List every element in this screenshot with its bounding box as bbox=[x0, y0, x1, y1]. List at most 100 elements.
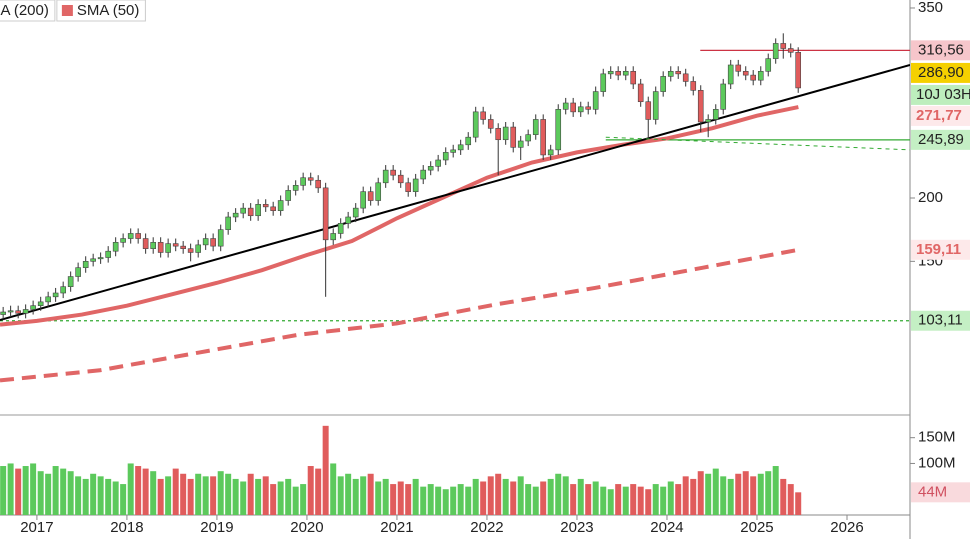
volume-bar bbox=[547, 478, 554, 515]
candle-body bbox=[562, 102, 569, 110]
volume-bar bbox=[165, 476, 172, 515]
volume-bar bbox=[105, 478, 112, 515]
candle-body bbox=[367, 191, 374, 201]
candle-body bbox=[742, 71, 749, 76]
legend-label: SMA (200) bbox=[0, 2, 49, 19]
candle-body bbox=[172, 243, 179, 247]
volume-bar bbox=[795, 492, 802, 515]
candle-body bbox=[112, 242, 119, 252]
candle-body bbox=[757, 71, 764, 81]
level-label-box bbox=[911, 310, 970, 331]
x-tick-label: 2023 bbox=[560, 519, 593, 536]
candle-body bbox=[345, 216, 351, 224]
candle-body bbox=[142, 238, 149, 249]
candle-body bbox=[735, 64, 742, 72]
candle-body bbox=[607, 71, 614, 75]
legend-swatch bbox=[61, 5, 73, 16]
candle-body bbox=[787, 48, 794, 53]
price-pane bbox=[0, 33, 910, 383]
volume-bar bbox=[315, 468, 322, 515]
candle-body bbox=[772, 43, 779, 59]
volume-bar bbox=[465, 486, 472, 515]
volume-bar bbox=[195, 473, 202, 515]
volume-bar bbox=[630, 484, 637, 515]
volume-bar bbox=[30, 463, 37, 515]
candle-body bbox=[637, 83, 644, 103]
volume-last-label: 44M bbox=[918, 483, 947, 500]
level-label-box bbox=[911, 129, 970, 150]
candle-body bbox=[52, 292, 59, 298]
candle-body bbox=[225, 216, 231, 230]
candle-body bbox=[330, 233, 337, 241]
volume-bar bbox=[397, 481, 404, 515]
x-tick-label: 2026 bbox=[830, 519, 863, 536]
candle-body bbox=[465, 136, 472, 146]
candle-body bbox=[412, 178, 419, 192]
volume-bar bbox=[667, 481, 674, 515]
candle-body bbox=[525, 134, 531, 142]
legend: SMA (200) SMA (50) bbox=[0, 0, 146, 22]
candle-body bbox=[457, 144, 464, 151]
countdown-label: 10J 03H bbox=[916, 86, 970, 103]
candle-body bbox=[82, 261, 89, 268]
x-tick-label: 2021 bbox=[380, 519, 413, 536]
candle-body bbox=[157, 242, 164, 253]
candle-body bbox=[450, 149, 456, 153]
volume-bar bbox=[67, 471, 74, 515]
candle-body bbox=[300, 177, 306, 186]
candle-body bbox=[247, 207, 254, 217]
candle-body bbox=[30, 305, 36, 310]
y-tick-label: 150M bbox=[918, 429, 956, 446]
candle-body bbox=[67, 276, 74, 287]
sma-label: 159,11 bbox=[916, 241, 961, 258]
candle-body bbox=[210, 238, 216, 247]
sma-label: 271,77 bbox=[916, 107, 962, 124]
volume-bar bbox=[720, 476, 727, 515]
volume-bar bbox=[600, 486, 607, 515]
last-price-box bbox=[911, 62, 970, 83]
candle-body bbox=[660, 76, 666, 92]
candle-body bbox=[382, 169, 389, 184]
candle-body bbox=[187, 248, 194, 253]
volume-bar bbox=[210, 476, 217, 515]
volume-bar bbox=[517, 476, 524, 515]
candle-body bbox=[270, 206, 276, 211]
candle-body bbox=[502, 126, 509, 141]
candle-body bbox=[285, 190, 292, 201]
volume-bar bbox=[450, 486, 457, 515]
candle-body bbox=[180, 245, 186, 249]
candle-body bbox=[390, 169, 396, 176]
volume-bar bbox=[112, 481, 119, 515]
volume-bar bbox=[360, 476, 367, 515]
legend-item bbox=[56, 0, 146, 22]
volume-bar bbox=[262, 476, 269, 515]
volume-bar bbox=[765, 471, 772, 515]
volume-bar bbox=[742, 471, 749, 515]
sma-label-box bbox=[911, 239, 970, 260]
candle-body bbox=[360, 191, 366, 209]
volume-bar bbox=[285, 478, 292, 515]
legend-label: SMA (50) bbox=[77, 2, 140, 19]
volume-bar bbox=[405, 484, 412, 515]
volume-bar bbox=[510, 481, 517, 515]
candle-body bbox=[697, 90, 704, 123]
candle-body bbox=[337, 223, 344, 234]
volume-bar bbox=[225, 473, 232, 515]
volume-bar bbox=[127, 463, 134, 515]
volume-bar bbox=[330, 463, 337, 515]
volume-bar bbox=[412, 478, 419, 515]
trendline bbox=[0, 64, 910, 321]
candle-body bbox=[472, 111, 479, 138]
candle-body bbox=[547, 149, 554, 156]
volume-bar bbox=[37, 471, 44, 515]
candle-body bbox=[135, 233, 141, 239]
candle-body bbox=[555, 109, 562, 151]
candle-body bbox=[202, 238, 209, 246]
candle-body bbox=[375, 182, 382, 201]
candle-body bbox=[682, 73, 689, 82]
candle-body bbox=[442, 152, 449, 161]
volume-bar bbox=[352, 478, 359, 515]
candle-body bbox=[750, 74, 757, 81]
candle-body bbox=[765, 58, 772, 72]
level-label: 316,56 bbox=[918, 41, 964, 58]
